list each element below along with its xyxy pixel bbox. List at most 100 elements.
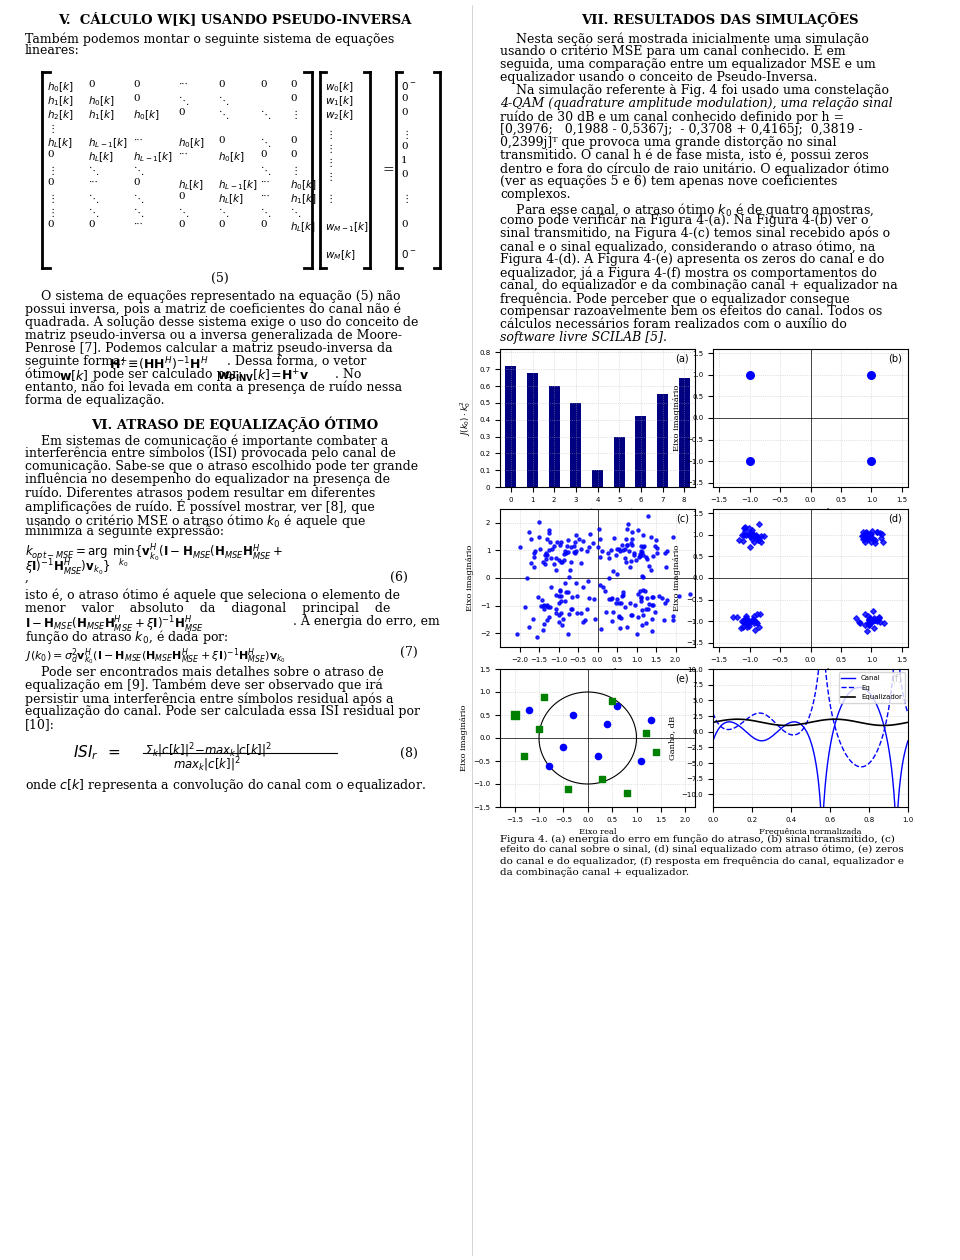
Bar [592, 470, 603, 488]
Point [636, 536, 652, 556]
Point [740, 614, 756, 634]
Point [644, 609, 660, 629]
Point [614, 534, 630, 554]
Text: isto é, o atraso ótimo é aquele que seleciona o elemento de: isto é, o atraso ótimo é aquele que sele… [25, 588, 400, 602]
Text: $\ddots$: $\ddots$ [133, 192, 144, 205]
Point [525, 609, 540, 629]
Point [738, 606, 754, 626]
Text: $\ddots$: $\ddots$ [133, 205, 144, 219]
Point [564, 587, 580, 607]
Text: persistir uma interferência entre símbolos residual após a: persistir uma interferência entre símbol… [25, 692, 394, 706]
Point [641, 556, 657, 576]
Point [612, 606, 627, 626]
Text: VI. ATRASO DE EQUALIZAÇÃO ÓTIMO: VI. ATRASO DE EQUALIZAÇÃO ÓTIMO [91, 416, 378, 431]
Point [547, 536, 563, 556]
Text: função do atraso $k_0$, é dada por:: função do atraso $k_0$, é dada por: [25, 627, 228, 646]
Point [593, 575, 609, 595]
Point [738, 614, 754, 634]
Text: $h_0[k]$: $h_0[k]$ [133, 108, 159, 122]
Point [726, 607, 741, 627]
Point [612, 592, 628, 612]
Point [624, 536, 639, 556]
Text: $h_0[k]$: $h_0[k]$ [178, 136, 204, 150]
Point [745, 611, 760, 631]
Point [626, 543, 641, 563]
Point [746, 612, 761, 633]
Point [636, 567, 651, 587]
Point [534, 596, 549, 616]
Text: $\vdots$: $\vdots$ [325, 142, 333, 155]
Point [540, 528, 555, 548]
Point [750, 527, 765, 547]
Text: $h_0[k]$: $h_0[k]$ [290, 178, 317, 192]
Point [638, 612, 654, 633]
Text: 0: 0 [178, 192, 184, 202]
Point [732, 530, 747, 551]
Point [866, 607, 881, 627]
Text: ···: ··· [133, 136, 143, 145]
Point [521, 523, 537, 543]
Text: $\vdots$: $\vdots$ [47, 164, 55, 176]
Canal [643, 709, 659, 730]
Point [645, 595, 660, 615]
Text: $\ddots$: $\ddots$ [218, 108, 229, 121]
Text: $h_{L-1}[k]$: $h_{L-1}[k]$ [133, 150, 173, 164]
Text: Penrose [7]. Podemos calcular a matriz pseudo-inversa da: Penrose [7]. Podemos calcular a matriz p… [25, 341, 393, 355]
Text: cálculos necessários foram realizados com o auxílio do: cálculos necessários foram realizados co… [500, 318, 847, 331]
Point [548, 561, 564, 581]
Text: $\ddots$: $\ddots$ [88, 192, 99, 205]
Point [874, 524, 889, 544]
Text: 0: 0 [401, 220, 408, 229]
Point [561, 567, 576, 587]
Bar [636, 416, 646, 488]
Point [754, 532, 769, 552]
Text: (e): (e) [676, 673, 689, 683]
Text: equalizador usando o conceito de Pseudo-Inversa.: equalizador usando o conceito de Pseudo-… [500, 71, 817, 84]
Text: (7): (7) [400, 646, 418, 659]
Point [553, 591, 568, 611]
Point [564, 600, 580, 620]
Text: $\vdots$: $\vdots$ [401, 192, 409, 205]
Text: 0: 0 [218, 79, 225, 89]
Point [630, 520, 645, 541]
Point [645, 546, 660, 566]
Point [634, 591, 649, 611]
Text: possui inversa, pois a matriz de coeficientes do canal não é: possui inversa, pois a matriz de coefici… [25, 302, 401, 316]
Point [871, 606, 886, 626]
Point [636, 580, 651, 600]
Text: $\ddots$: $\ddots$ [178, 205, 189, 219]
Point [660, 542, 675, 562]
Point [577, 610, 592, 630]
Text: $\ddots$: $\ddots$ [133, 164, 144, 176]
Point [579, 600, 594, 620]
Point [563, 598, 578, 619]
Equalizador [899, 716, 910, 731]
Point [618, 529, 634, 549]
Eq [708, 706, 719, 721]
Text: $h_L[k]$: $h_L[k]$ [178, 178, 204, 192]
Point [630, 583, 645, 604]
X-axis label: Eixo real: Eixo real [579, 668, 616, 677]
Point [658, 543, 673, 563]
Point [745, 610, 760, 630]
Text: ótimo: ótimo [25, 368, 64, 381]
Point [866, 617, 881, 638]
Point [566, 536, 582, 556]
Point [665, 606, 681, 626]
Point [742, 616, 757, 636]
Point [587, 588, 602, 609]
Y-axis label: Eixo imaginário: Eixo imaginário [460, 704, 468, 771]
Point [581, 587, 596, 607]
Text: (6): (6) [390, 571, 408, 583]
Point [553, 602, 568, 622]
Point [672, 586, 687, 606]
Equalizador [802, 716, 813, 731]
Point [559, 543, 574, 563]
Text: 0: 0 [290, 79, 297, 89]
Point [639, 588, 655, 609]
Text: influência no desempenho do equalizador na presença de: influência no desempenho do equalizador … [25, 472, 390, 486]
Point [852, 612, 868, 633]
Point [595, 577, 611, 597]
Text: $\vdots$: $\vdots$ [290, 164, 298, 176]
Text: $\ddots$: $\ddots$ [88, 164, 99, 176]
